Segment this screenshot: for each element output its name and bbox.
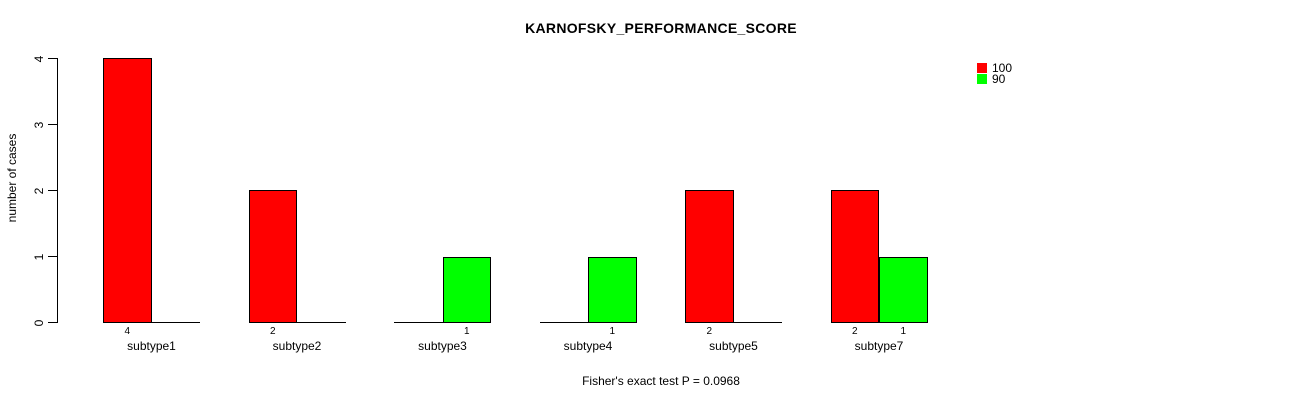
group-baseline [248,322,346,323]
y-tick-label: 1 [32,253,46,260]
y-tick [48,256,57,257]
bar-count-label: 1 [463,326,470,337]
category-label: subtype1 [127,339,176,353]
y-tick-label: 0 [32,319,46,326]
category-label: subtype3 [418,339,467,353]
bar-count-label: 1 [609,326,616,337]
bar-count-label: 2 [269,326,276,337]
category-label: subtype2 [272,339,322,353]
bar-100 [248,190,297,323]
y-axis-line [57,58,58,323]
y-tick-label: 3 [32,121,46,128]
bar-count-label: 4 [124,326,131,337]
y-tick [48,58,57,59]
bar-count-label: 1 [900,326,907,337]
chart-title: KARNOFSKY_PERFORMANCE_SCORE [525,20,797,36]
bar-90 [588,257,637,323]
y-tick [48,322,57,323]
category-label: subtype5 [709,339,758,353]
legend-swatch [977,74,987,84]
legend-label: 100 [992,61,1013,75]
y-tick [48,190,57,191]
bar-90 [879,257,928,323]
y-axis-label: number of cases [5,133,19,223]
group-baseline [685,322,782,323]
category-label: subtype7 [854,339,904,353]
legend-swatch [977,63,987,73]
bar-100 [830,190,879,323]
category-label: subtype4 [563,339,613,353]
legend-item: 90 [977,72,1012,86]
bar-100 [685,190,734,323]
group-baseline [103,322,200,323]
bar-90 [442,257,491,323]
y-tick-label: 2 [32,187,46,194]
legend-item: 100 [977,61,1013,75]
y-tick [48,124,57,125]
legend: 100 90 [977,61,1013,86]
bar-count-label: 2 [851,326,858,337]
legend-label: 90 [992,72,1006,86]
bar-100 [103,58,152,323]
bar-count-label: 2 [706,326,713,337]
y-tick-label: 4 [32,55,46,62]
fisher-test-annotation: Fisher's exact test P = 0.0968 [582,374,740,388]
